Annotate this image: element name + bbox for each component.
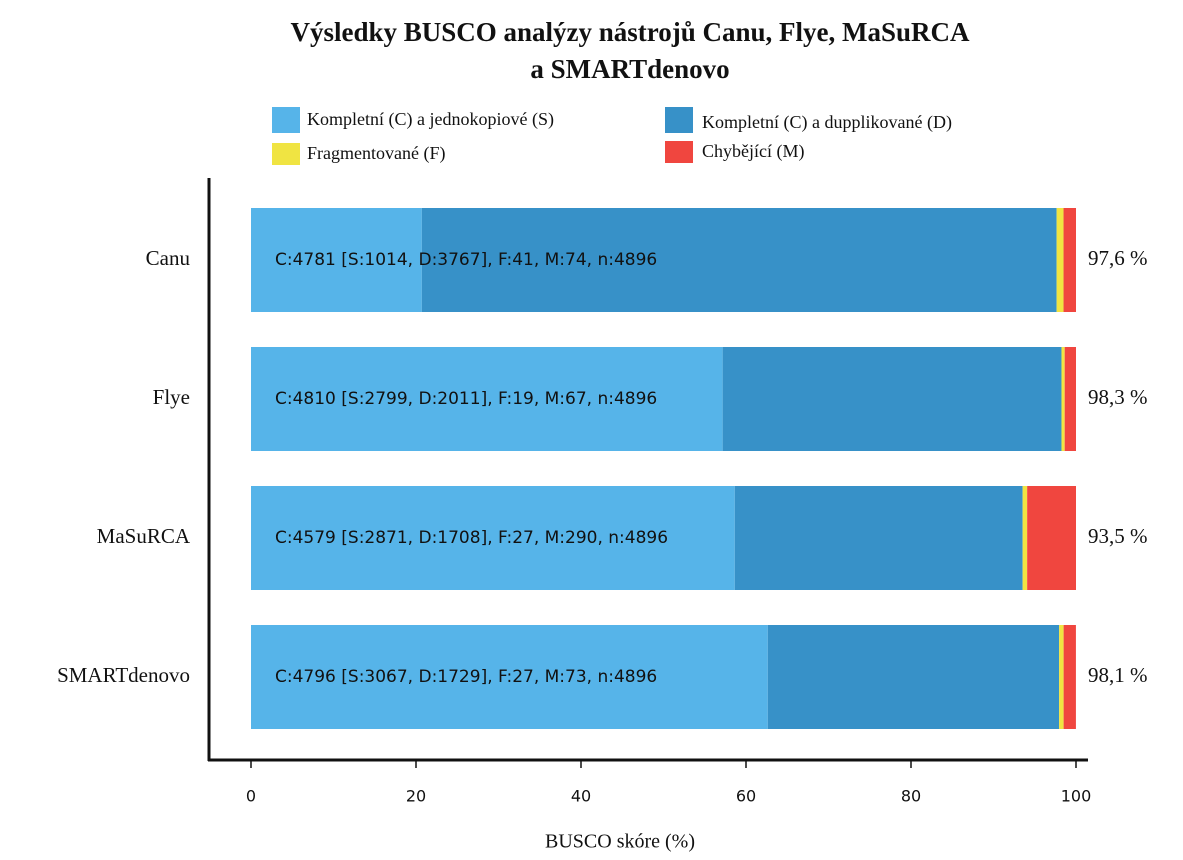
x-tick-label: 100 [1061, 787, 1092, 806]
chart-title: Výsledky BUSCO analýzy nástrojů Canu, Fl… [290, 17, 970, 47]
bar-label: C:4579 [S:2871, D:1708], F:27, M:290, n:… [275, 528, 668, 548]
complete-label: 93,5 % [1088, 524, 1148, 548]
x-tick-label: 80 [901, 787, 921, 806]
legend-label: Fragmentované (F) [307, 143, 445, 164]
x-tick-label: 40 [571, 787, 591, 806]
bar-segment [1061, 347, 1065, 451]
legend-swatch [272, 143, 300, 165]
bar-segment [767, 625, 1060, 729]
bar-segment [1056, 208, 1064, 312]
bar-segment [1064, 347, 1076, 451]
bar-label: C:4810 [S:2799, D:2011], F:19, M:67, n:4… [275, 389, 657, 409]
complete-label: 98,1 % [1088, 663, 1148, 687]
legend-swatch [665, 141, 693, 163]
x-tick-label: 60 [736, 787, 756, 806]
legend-swatch [272, 107, 300, 133]
bar-segment [1063, 208, 1076, 312]
x-axis-label: BUSCO skóre (%) [545, 831, 695, 853]
x-tick-label: 20 [406, 787, 426, 806]
bar-segment [1059, 625, 1064, 729]
bar-label: C:4781 [S:1014, D:3767], F:41, M:74, n:4… [275, 250, 657, 270]
bar-segment [251, 625, 768, 729]
y-tick-label: SMARTdenovo [57, 663, 190, 687]
bar-segment [251, 347, 723, 451]
bar-segment [421, 208, 1057, 312]
legend-label: Chybějící (M) [702, 141, 804, 162]
bar-segment [251, 208, 422, 312]
bar-segment [734, 486, 1023, 590]
y-tick-label: Canu [146, 246, 191, 270]
complete-label: 98,3 % [1088, 385, 1148, 409]
complete-label: 97,6 % [1088, 246, 1148, 270]
bar-segment [1027, 486, 1076, 590]
bar-label: C:4796 [S:3067, D:1729], F:27, M:73, n:4… [275, 667, 657, 687]
legend-label: Kompletní (C) a jednokopiové (S) [307, 109, 554, 130]
bar-segment [722, 347, 1062, 451]
legend-label: Kompletní (C) a dupplikované (D) [702, 112, 952, 133]
x-tick-label: 0 [246, 787, 256, 806]
legend-swatch [665, 107, 693, 133]
bar-segment [251, 486, 735, 590]
y-tick-label: Flye [153, 385, 190, 409]
bar-segment [1063, 625, 1076, 729]
y-tick-label: MaSuRCA [97, 524, 191, 548]
bar-segment [1022, 486, 1028, 590]
chart-title: a SMARTdenovo [530, 54, 729, 84]
